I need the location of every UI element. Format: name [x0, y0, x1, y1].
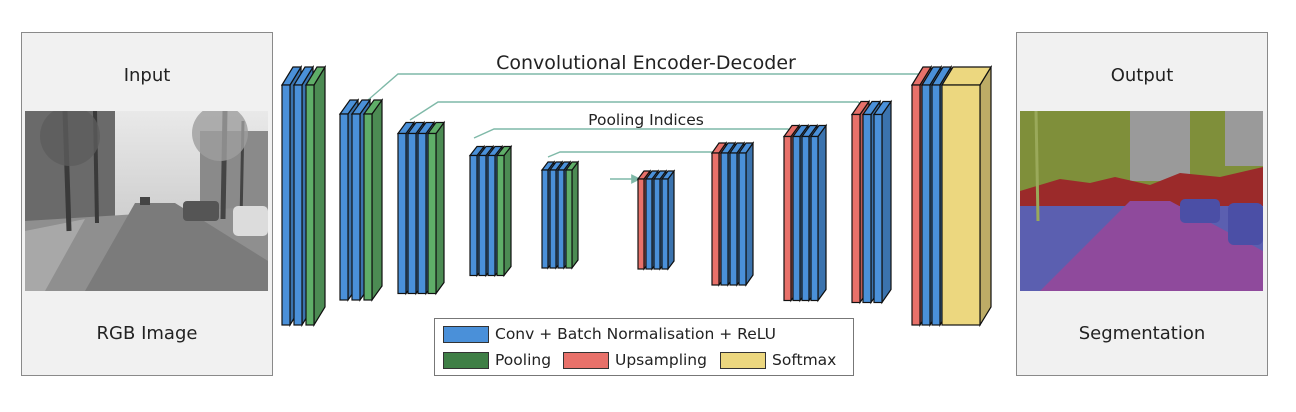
layer-group-3 [396, 120, 446, 296]
legend-pooling-label: Pooling [495, 351, 552, 369]
skip-arrow-3 [473, 128, 811, 142]
conv-swatch [443, 325, 489, 343]
layer-group-5 [540, 160, 580, 270]
legend-item-pooling: Pooling [443, 351, 551, 369]
pooling-layer [426, 120, 446, 296]
output-panel: Output Segmentation [1016, 32, 1268, 376]
pooling-layer [564, 160, 580, 270]
input-caption: RGB Image [96, 323, 198, 344]
skip-arrow-1 [367, 73, 946, 101]
layer-group-7 [710, 141, 755, 287]
layer-group-6 [636, 169, 676, 271]
network-layers [280, 64, 993, 328]
conv-layer [660, 169, 676, 271]
output-title: Output [1110, 65, 1174, 86]
layer-group-8 [782, 123, 828, 303]
layer-group-2 [338, 98, 384, 302]
pooling-layer [304, 64, 327, 328]
legend-conv-label: Conv + Batch Normalisation + ReLU [495, 325, 776, 343]
conv-layer [872, 99, 893, 305]
legend-item-upsampling: Upsampling [563, 351, 707, 369]
pooling-swatch [443, 351, 489, 369]
skip-label: Pooling Indices [588, 111, 704, 129]
softmax-layer [940, 64, 993, 328]
conv-layer [737, 141, 755, 287]
pooling-layer [362, 98, 384, 302]
legend-item-conv: Conv + Batch Normalisation + ReLU [443, 325, 776, 343]
diagram-title: Convolutional Encoder-Decoder [496, 52, 796, 74]
upsampling-swatch [563, 351, 609, 369]
layer-group-9 [850, 99, 893, 305]
rgb-street-image [25, 111, 268, 291]
segmentation-image [1020, 111, 1263, 291]
input-title: Input [123, 65, 171, 86]
legend-upsampling-label: Upsampling [615, 351, 707, 369]
softmax-swatch [720, 351, 766, 369]
layer-group-10 [910, 64, 993, 328]
conv-layer [809, 123, 828, 303]
pooling-layer [495, 144, 513, 278]
output-caption: Segmentation [1078, 323, 1206, 344]
layer-group-1 [280, 64, 327, 328]
legend: Conv + Batch Normalisation + ReLU Poolin… [434, 318, 854, 376]
legend-item-softmax: Softmax [720, 351, 836, 369]
layer-group-4 [468, 144, 513, 278]
input-panel: Input RGB Image [21, 32, 273, 376]
skip-arrow-4 [547, 150, 733, 160]
legend-softmax-label: Softmax [772, 351, 837, 369]
